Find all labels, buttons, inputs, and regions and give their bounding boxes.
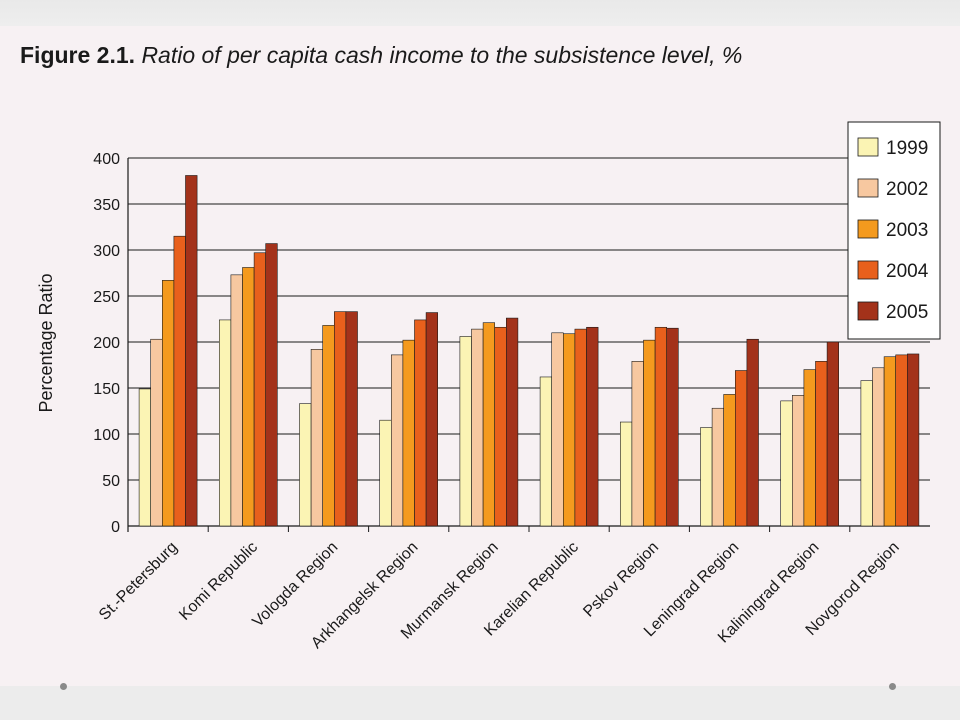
y-tick-label: 100 [93,427,120,444]
y-axis-label: Percentage Ratio [36,273,56,412]
slide-footer-strip [0,686,960,720]
legend-swatch [857,137,879,157]
legend-label: 1999 [886,138,928,159]
bar [482,322,496,527]
bar [574,328,587,527]
y-tick-label: 200 [93,335,120,352]
y-tick-label: 400 [93,151,120,168]
legend-label: 2004 [886,261,929,282]
bar [815,361,828,527]
bar [345,311,358,527]
x-tick-label: St.-Petersburg [96,539,181,624]
bar [895,354,908,527]
figure-label: Figure 2.1. [20,42,136,68]
bar [883,356,896,527]
legend-swatch [857,260,879,280]
bar [562,333,576,527]
bar [654,326,667,527]
legend-swatch [857,301,879,321]
bar [803,369,816,527]
bar [230,274,243,527]
bar [906,353,920,527]
bar [791,395,805,527]
bar [425,312,439,527]
legend-label: 2002 [886,179,928,200]
bar [402,339,415,527]
bar [242,267,255,527]
bar [551,332,564,527]
bar [586,326,599,527]
legend-label: 2005 [886,302,928,323]
y-tick-label: 150 [93,381,120,398]
bar [494,326,507,527]
bar [299,403,312,527]
decorative-dot-left [60,683,67,690]
bar [723,394,736,527]
bar [333,311,347,527]
bar [265,243,278,527]
y-tick-label: 50 [102,473,120,490]
figure-caption: Ratio of per capita cash income to the s… [141,42,743,68]
bar [505,317,519,527]
bar [631,361,644,527]
bar [666,327,679,527]
bar [826,341,839,527]
bar [322,325,335,527]
bar [734,370,748,527]
bar [379,419,392,527]
bar [219,319,232,527]
bar [746,338,759,527]
bar [643,339,656,527]
bar [860,380,873,527]
legend-swatch [857,219,879,239]
legend-label: 2003 [886,220,928,241]
bar [150,338,163,527]
x-tick-label: Pskov Region [580,539,662,621]
bar [390,354,404,527]
y-tick-label: 0 [111,519,120,536]
y-tick-label: 250 [93,289,120,306]
x-tick-label: Vologda Region [249,539,341,631]
bar [162,280,175,527]
bar [173,235,186,527]
bar [780,400,793,527]
bar [310,349,324,527]
bar [711,407,724,527]
bar [619,421,633,527]
bar [471,328,484,527]
bar [459,336,472,527]
bar [185,175,198,527]
x-tick-label: Komi Republic [176,539,261,624]
y-tick-label: 350 [93,197,120,214]
bar [700,427,713,527]
bar [872,367,885,527]
figure-title: Figure 2.1. Ratio of per capita cash inc… [20,42,742,69]
bar [138,388,152,527]
bar [414,319,427,527]
decorative-dot-right [889,683,896,690]
bar [253,252,267,527]
y-tick-label: 300 [93,243,120,260]
legend-swatch [857,178,879,198]
bar [539,376,552,527]
